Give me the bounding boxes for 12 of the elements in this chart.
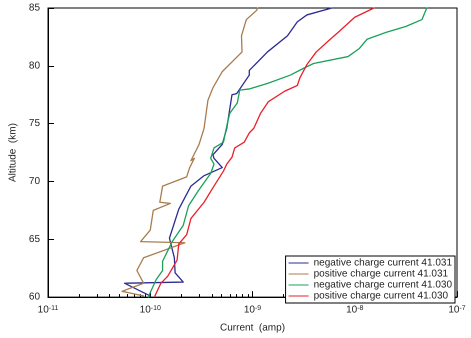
y-tick-label: 60: [28, 292, 40, 303]
y-tick-label: 75: [28, 118, 40, 130]
legend-label: positive charge current 41.031: [314, 268, 449, 280]
y-tick-label: 70: [28, 176, 40, 187]
y-tick-label: 85: [28, 2, 40, 14]
y-tick-label: 65: [28, 234, 40, 245]
legend-label: positive charge current 41.030: [314, 290, 449, 302]
legend-label: negative charge current 41.030: [314, 280, 452, 290]
x-axis-title: Current (amp): [220, 322, 286, 334]
y-axis-title: Altitude (km): [8, 123, 18, 182]
legend-label: negative charge current 41.031: [314, 258, 452, 268]
y-tick-label: 80: [28, 60, 40, 72]
